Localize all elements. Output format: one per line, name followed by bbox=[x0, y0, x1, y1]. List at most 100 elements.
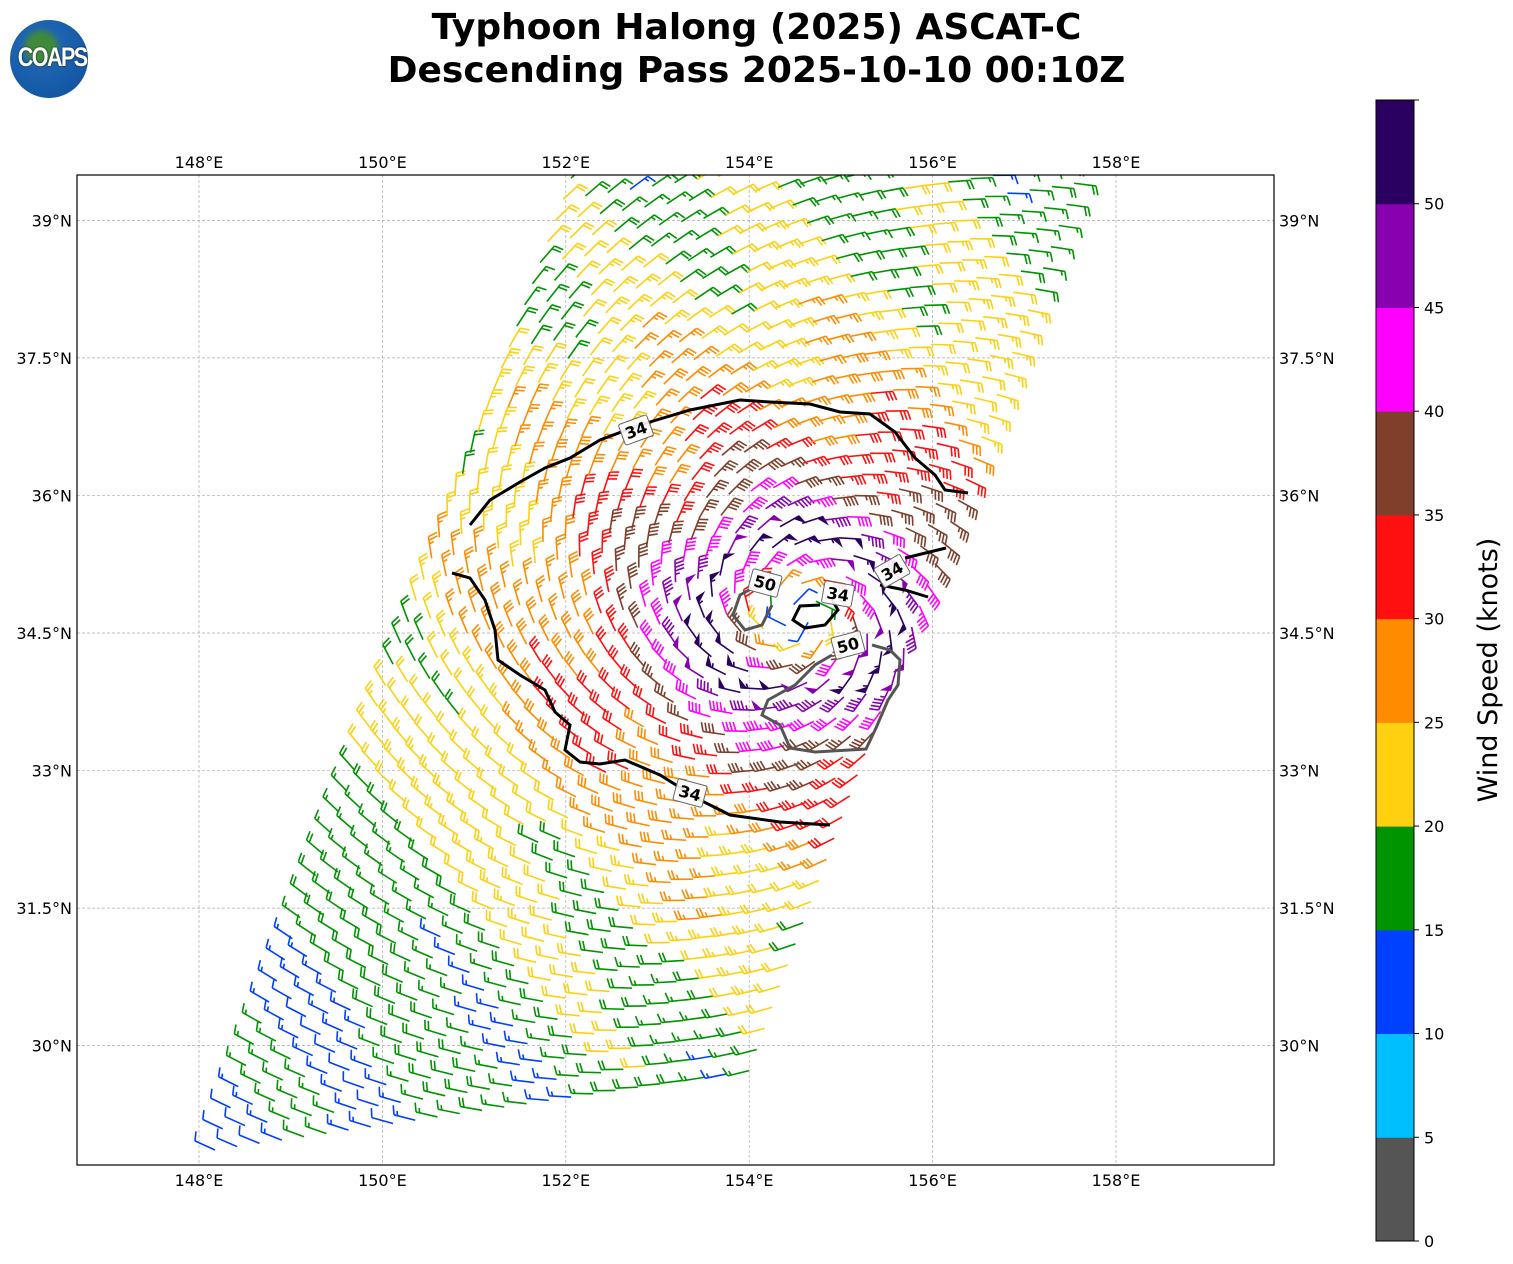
wind-barb bbox=[732, 864, 760, 875]
wind-barb bbox=[391, 615, 402, 644]
wind-barb bbox=[544, 400, 564, 423]
wind-barb bbox=[523, 697, 541, 723]
wind-barb bbox=[556, 942, 581, 957]
wind-barb bbox=[619, 1057, 646, 1068]
wind-barb bbox=[395, 982, 418, 1001]
wind-barb bbox=[861, 533, 885, 549]
wind-barb bbox=[636, 214, 663, 229]
wind-barb bbox=[553, 263, 579, 281]
wind-barb bbox=[848, 732, 874, 750]
wind-barb bbox=[700, 721, 725, 736]
wind-barb bbox=[241, 1002, 262, 1024]
wind-barb bbox=[293, 975, 315, 997]
wind-barb bbox=[439, 648, 453, 676]
wind-barb bbox=[539, 245, 564, 264]
wind-barb bbox=[427, 732, 444, 758]
wind-barb bbox=[622, 935, 648, 947]
wind-barb bbox=[225, 1045, 247, 1067]
wind-barb bbox=[856, 371, 884, 383]
wind-barb bbox=[925, 242, 952, 253]
wind-barb bbox=[400, 1083, 424, 1100]
wind-barb bbox=[834, 714, 859, 732]
wind-barb bbox=[537, 362, 559, 384]
wind-barb bbox=[753, 922, 782, 933]
wind-barb bbox=[574, 377, 596, 398]
wind-barb bbox=[528, 441, 545, 465]
wind-barb bbox=[484, 744, 503, 769]
wind-barb bbox=[677, 385, 704, 403]
wind-barb bbox=[742, 720, 770, 732]
wind-barb bbox=[634, 1015, 662, 1026]
wind-barb bbox=[802, 455, 831, 467]
colorbar: 0 5 10 15 20 25 30 35 40 45 50 bbox=[1375, 99, 1444, 1251]
wind-barb bbox=[322, 787, 340, 813]
wind-barb bbox=[457, 872, 479, 892]
wind-barb bbox=[704, 825, 731, 837]
wind-barb bbox=[772, 476, 801, 490]
wind-barb bbox=[612, 792, 636, 809]
wind-barb bbox=[373, 658, 386, 686]
wind-barb bbox=[989, 354, 1014, 370]
wind-barb bbox=[1004, 372, 1028, 389]
wind-barb bbox=[372, 1046, 395, 1065]
wind-barb bbox=[970, 176, 997, 187]
wind-barb bbox=[336, 806, 354, 831]
wind-barb bbox=[748, 822, 776, 834]
wind-barb bbox=[349, 824, 369, 849]
wind-barb bbox=[257, 960, 278, 982]
lon-tick-label-top: 154°E bbox=[725, 153, 774, 172]
title-line-1: Typhoon Halong (2025) ASCAT-C bbox=[431, 7, 1082, 48]
wind-barb bbox=[878, 369, 906, 380]
wind-barb bbox=[685, 573, 697, 601]
wind-barb bbox=[315, 972, 337, 993]
wind-barb bbox=[532, 536, 543, 564]
wind-barb bbox=[688, 188, 716, 202]
wind-barb bbox=[727, 534, 749, 555]
wind-barb bbox=[224, 1107, 246, 1127]
wind-barb bbox=[762, 220, 790, 231]
wind-barb bbox=[724, 263, 752, 276]
wind-barb bbox=[597, 1060, 624, 1071]
wind-barb bbox=[535, 945, 559, 960]
wind-barb bbox=[946, 301, 973, 312]
wind-barb bbox=[631, 505, 647, 529]
wind-barb bbox=[495, 826, 517, 847]
wind-barb bbox=[399, 859, 420, 881]
wind-barb bbox=[408, 1062, 431, 1079]
wind-barb bbox=[966, 418, 990, 435]
wind-barb bbox=[444, 688, 460, 715]
wind-barb bbox=[593, 175, 595, 176]
wind-barb bbox=[862, 473, 888, 484]
wind-barb bbox=[905, 626, 917, 654]
wind-barb bbox=[506, 638, 520, 666]
wind-barb bbox=[500, 347, 521, 369]
wind-barb bbox=[997, 333, 1022, 348]
wind-barb bbox=[279, 957, 300, 979]
wind-barb bbox=[424, 794, 443, 818]
wind-barb bbox=[939, 261, 966, 272]
wind-barb bbox=[514, 719, 533, 744]
wind-barb bbox=[528, 635, 542, 663]
wind-barb bbox=[690, 518, 709, 541]
wind-barb bbox=[400, 695, 415, 722]
wind-barb bbox=[696, 553, 709, 579]
wind-barb bbox=[693, 1030, 721, 1040]
wind-barb bbox=[985, 195, 1011, 206]
wind-barb bbox=[567, 339, 591, 359]
wind-barb bbox=[708, 987, 736, 998]
wind-barb bbox=[408, 673, 423, 701]
wind-barb bbox=[598, 999, 625, 1011]
wind-barb bbox=[435, 710, 452, 736]
wind-barb bbox=[803, 395, 832, 406]
wind-barb bbox=[901, 306, 929, 317]
wind-barb bbox=[746, 943, 774, 954]
wind-barb bbox=[350, 1049, 373, 1068]
wind-barb bbox=[774, 357, 803, 369]
wind-barb bbox=[827, 333, 855, 344]
wind-barb bbox=[273, 917, 293, 940]
wind-barb bbox=[909, 285, 937, 296]
colorbar-bin bbox=[1376, 514, 1414, 620]
wind-barb bbox=[917, 263, 944, 275]
wind-barb bbox=[462, 747, 481, 772]
wind-barb bbox=[828, 675, 853, 695]
